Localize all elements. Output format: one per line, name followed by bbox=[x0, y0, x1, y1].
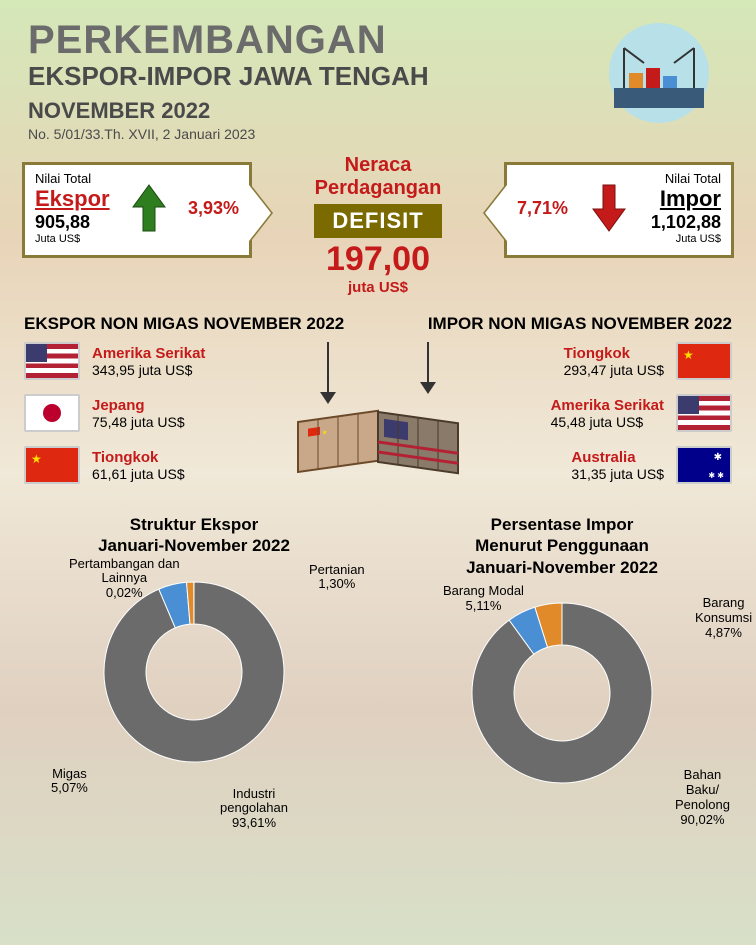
export-unit: Juta US$ bbox=[35, 233, 110, 245]
import-pct: 7,71% bbox=[517, 198, 568, 219]
donut-label: Pertambangan danLainnya0,02% bbox=[69, 557, 180, 602]
donuts-row: Struktur EksporJanuari-November 2022 Per… bbox=[0, 502, 756, 818]
export-pct: 3,93% bbox=[188, 198, 239, 219]
donut-label: Barang Modal5,11% bbox=[443, 584, 524, 614]
donut-label: Pertanian1,30% bbox=[309, 563, 365, 593]
country-name: Tiongkok bbox=[564, 345, 664, 362]
export-donut-section: Struktur EksporJanuari-November 2022 Per… bbox=[24, 514, 364, 818]
country-item: Amerika Serikat 45,48 juta US$ bbox=[502, 394, 732, 432]
containers-illustration: ★ bbox=[278, 342, 478, 502]
export-label: Nilai Total bbox=[35, 171, 110, 186]
export-section-title: EKSPOR NON MIGAS NOVEMBER 2022 bbox=[24, 314, 344, 334]
country-item: Tiongkok 293,47 juta US$ bbox=[502, 342, 732, 380]
issue-number: No. 5/01/33.Th. XVII, 2 Januari 2023 bbox=[28, 126, 728, 142]
export-box: Nilai Total Ekspor 905,88 Juta US$ 3,93% bbox=[22, 162, 252, 258]
export-countries: Amerika Serikat 343,95 juta US$ Jepang 7… bbox=[24, 342, 254, 502]
country-item: Tiongkok 61,61 juta US$ bbox=[24, 446, 254, 484]
country-value: 61,61 juta US$ bbox=[92, 466, 185, 482]
import-donut-section: Persentase ImporMenurut PenggunaanJanuar… bbox=[392, 514, 732, 818]
defisit-label: DEFISIT bbox=[314, 204, 441, 238]
import-donut-chart: Barang Modal5,11%BarangKonsumsi4,87%Baha… bbox=[447, 588, 677, 818]
flag-icon bbox=[24, 342, 80, 380]
country-value: 293,47 juta US$ bbox=[564, 362, 664, 378]
down-arrow-icon bbox=[591, 183, 627, 233]
flag-icon bbox=[676, 446, 732, 484]
port-illustration bbox=[584, 18, 734, 128]
country-name: Tiongkok bbox=[92, 449, 185, 466]
import-countries: Tiongkok 293,47 juta US$ Amerika Serikat… bbox=[502, 342, 732, 502]
import-main: Impor bbox=[651, 186, 721, 212]
import-donut-title: Persentase ImporMenurut PenggunaanJanuar… bbox=[392, 514, 732, 578]
donut-label: BarangKonsumsi4,87% bbox=[695, 596, 752, 641]
country-value: 31,35 juta US$ bbox=[571, 466, 664, 482]
country-item: Australia 31,35 juta US$ bbox=[502, 446, 732, 484]
export-main: Ekspor bbox=[35, 186, 110, 212]
defisit-value: 197,00 bbox=[278, 240, 478, 279]
import-label: Nilai Total bbox=[651, 171, 721, 186]
country-item: Amerika Serikat 343,95 juta US$ bbox=[24, 342, 254, 380]
donut-label: Industri pengolahan93,61% bbox=[199, 787, 309, 832]
country-name: Amerika Serikat bbox=[551, 397, 664, 414]
import-section-title: IMPOR NON MIGAS NOVEMBER 2022 bbox=[428, 314, 732, 334]
import-value: 1,102,88 bbox=[651, 212, 721, 233]
export-donut-chart: Pertambangan danLainnya0,02%Pertanian1,3… bbox=[79, 567, 309, 797]
donut-label: Bahan Baku/Penolong90,02% bbox=[675, 768, 730, 828]
country-value: 75,48 juta US$ bbox=[92, 414, 185, 430]
flag-icon bbox=[24, 446, 80, 484]
country-name: Amerika Serikat bbox=[92, 345, 205, 362]
country-name: Australia bbox=[571, 449, 664, 466]
section-titles: EKSPOR NON MIGAS NOVEMBER 2022 IMPOR NON… bbox=[0, 296, 756, 342]
countries-row: Amerika Serikat 343,95 juta US$ Jepang 7… bbox=[0, 342, 756, 502]
neraca-label1: Neraca bbox=[278, 154, 478, 177]
country-name: Jepang bbox=[92, 397, 185, 414]
import-box: 7,71% Nilai Total Impor 1,102,88 Juta US… bbox=[504, 162, 734, 258]
trade-summary-row: Nilai Total Ekspor 905,88 Juta US$ 3,93%… bbox=[0, 152, 756, 296]
country-value: 343,95 juta US$ bbox=[92, 362, 205, 378]
donut-label: Migas5,07% bbox=[51, 767, 88, 797]
balance-center: Neraca Perdagangan DEFISIT 197,00 juta U… bbox=[278, 154, 478, 296]
export-value: 905,88 bbox=[35, 212, 110, 233]
country-value: 45,48 juta US$ bbox=[551, 414, 664, 430]
flag-icon bbox=[24, 394, 80, 432]
country-item: Jepang 75,48 juta US$ bbox=[24, 394, 254, 432]
import-unit: Juta US$ bbox=[651, 233, 721, 245]
flag-icon bbox=[676, 342, 732, 380]
svg-text:★: ★ bbox=[322, 429, 327, 437]
up-arrow-icon bbox=[131, 183, 167, 233]
defisit-unit: juta US$ bbox=[278, 279, 478, 296]
export-donut-title: Struktur EksporJanuari-November 2022 bbox=[24, 514, 364, 557]
neraca-label2: Perdagangan bbox=[278, 177, 478, 200]
flag-icon bbox=[676, 394, 732, 432]
